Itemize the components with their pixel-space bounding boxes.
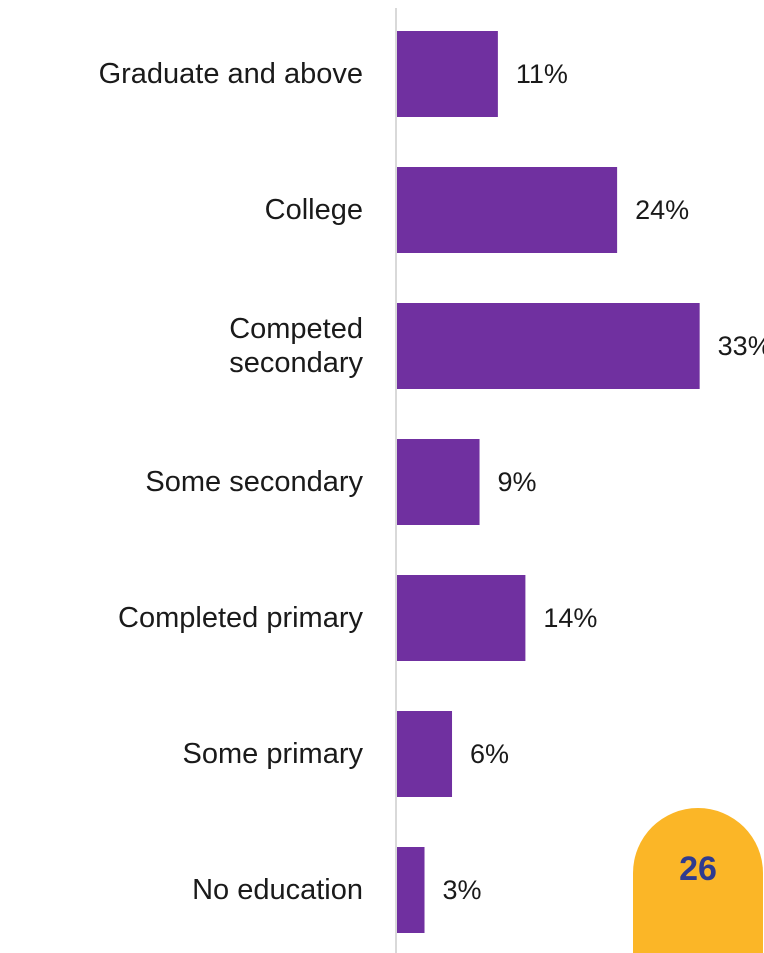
category-label-line: Some primary — [183, 738, 364, 770]
value-label-2: 24% — [635, 195, 689, 225]
category-label-line: No education — [192, 874, 363, 906]
category-label-line: Graduate and above — [99, 58, 363, 90]
page-number: 26 — [679, 850, 717, 888]
value-label-1: 11% — [516, 59, 568, 89]
value-label-5: 14% — [543, 603, 597, 633]
category-label-line: secondary — [229, 347, 363, 379]
bar-3 — [397, 303, 700, 389]
category-labels-group: Graduate and above College Competed seconda… — [99, 58, 364, 906]
category-label-line: College — [265, 194, 363, 226]
category-label-line: Some secondary — [145, 466, 363, 498]
value-label-6: 6% — [470, 739, 509, 769]
value-label-4: 9% — [498, 467, 537, 497]
category-label-1: Graduate and above — [99, 58, 363, 90]
page-number-badge: 26 — [633, 808, 763, 953]
bars-group — [397, 31, 700, 933]
value-label-3: 33% — [718, 331, 764, 361]
bar-5 — [397, 575, 526, 661]
value-labels-group: 11% 24% 33% 9% 14% 6% 3% — [443, 59, 764, 905]
category-label-line: Competed — [229, 313, 363, 345]
category-label-3: Competed secondary — [229, 313, 363, 379]
category-label-4: Some secondary — [145, 466, 363, 498]
category-label-6: Some primary — [183, 738, 364, 770]
bar-2 — [397, 167, 618, 253]
bar-7 — [397, 847, 425, 933]
bar-1 — [397, 31, 498, 117]
category-label-5: Completed primary — [118, 602, 363, 634]
bar-6 — [397, 711, 453, 797]
category-label-7: No education — [192, 874, 363, 906]
category-label-line: Completed primary — [118, 602, 363, 634]
bar-4 — [397, 439, 480, 525]
value-label-7: 3% — [443, 875, 482, 905]
category-label-2: College — [265, 194, 363, 226]
